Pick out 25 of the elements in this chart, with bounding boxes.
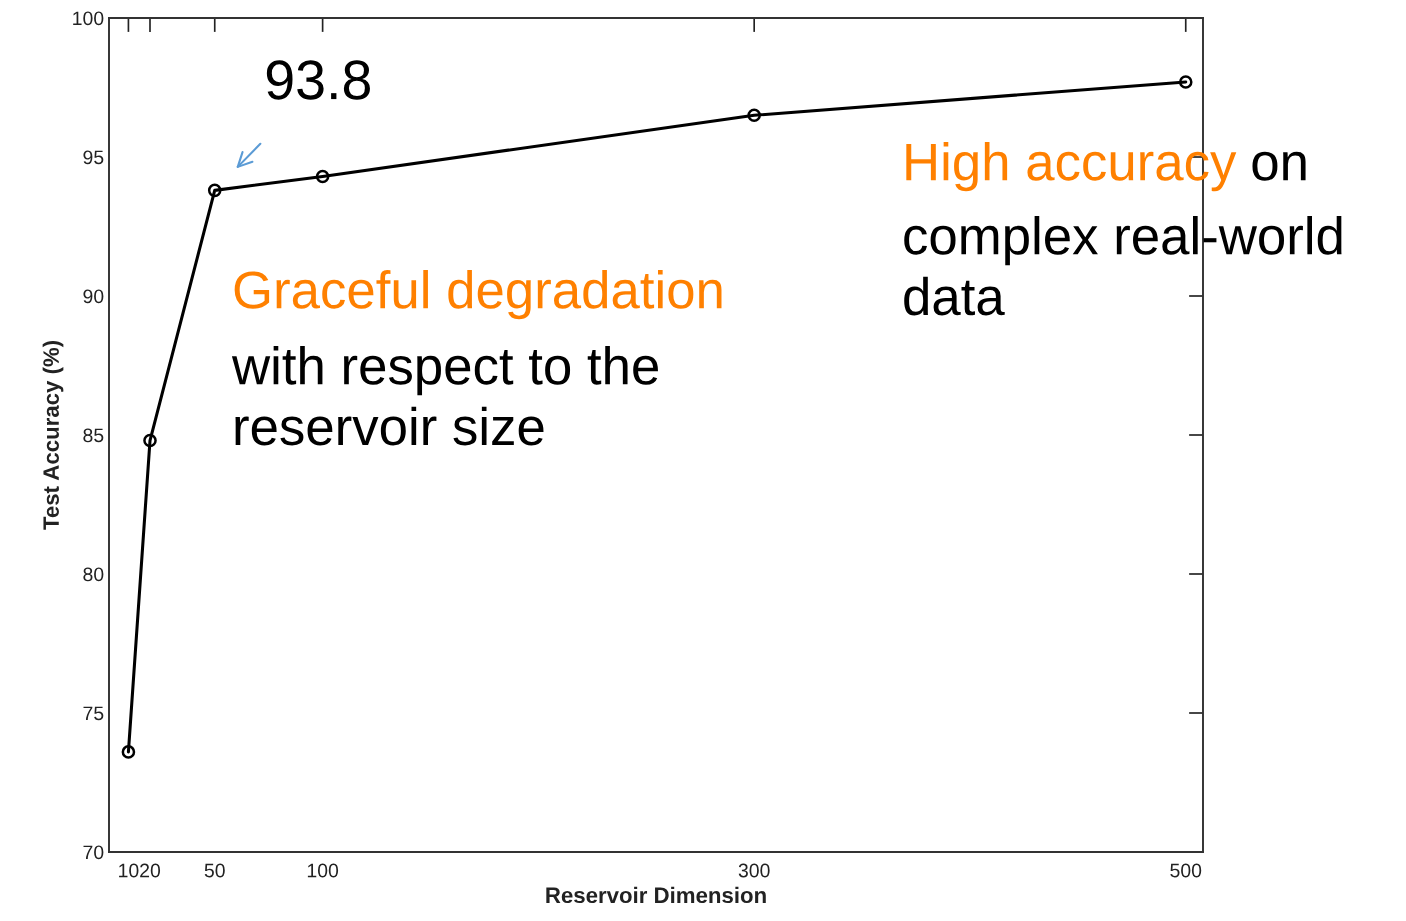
x-tick-label: 50 — [204, 863, 225, 878]
x-tick-label: 300 — [738, 863, 770, 878]
y-tick-label: 90 — [83, 289, 104, 304]
point — [747, 108, 761, 123]
point — [121, 745, 136, 759]
point — [143, 433, 157, 448]
x-tick-label: 100 — [307, 863, 339, 878]
point — [1178, 75, 1193, 89]
y-tick-label: 95 — [83, 150, 104, 165]
x-tick-label: 500 — [1170, 863, 1202, 878]
annotation: Graceful degradation — [234, 270, 722, 320]
y-tick-label: 80 — [83, 567, 104, 582]
x-tick-label: 20 — [140, 863, 161, 878]
y-tick-label: 70 — [83, 845, 104, 860]
annotation: 93.8 — [266, 60, 370, 100]
y-axis-title: Test Accuracy (%) — [42, 341, 64, 530]
y-tick-label: 75 — [83, 706, 104, 721]
x-tick-label: 10 — [119, 863, 139, 878]
y-tick-label: 85 — [83, 428, 104, 443]
y-tick-label: 100 — [73, 11, 104, 26]
point — [207, 183, 222, 198]
x-axis-title: Reservoir Dimension — [546, 886, 766, 904]
point — [315, 169, 330, 184]
annotation: with respect to the reservoir size — [231, 346, 658, 446]
text: on — [1252, 151, 1306, 181]
